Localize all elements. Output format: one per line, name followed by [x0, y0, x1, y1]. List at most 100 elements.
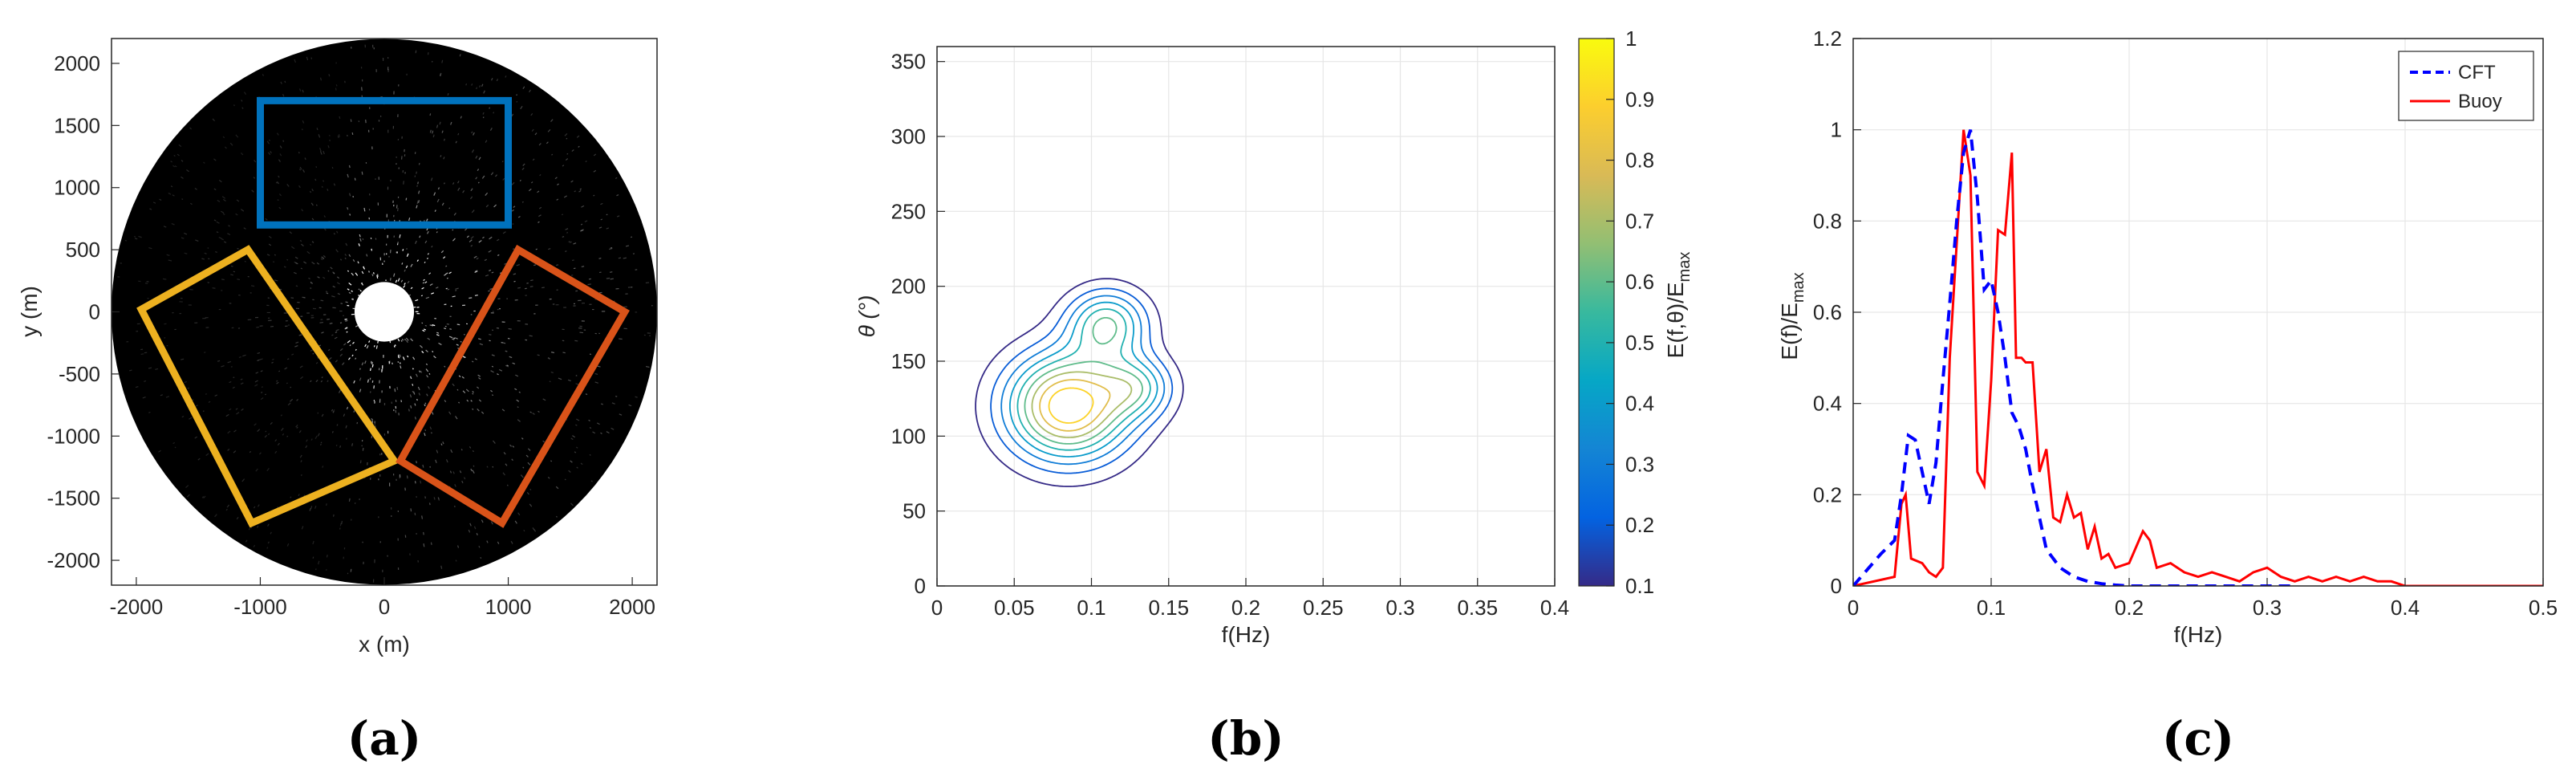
speckle-mark [470, 244, 473, 247]
speckle-mark [184, 380, 188, 384]
speckle-mark [144, 380, 147, 382]
speckle-mark [598, 257, 602, 259]
speckle-mark [359, 377, 362, 381]
speckle-mark [446, 277, 448, 279]
speckle-mark [155, 368, 159, 370]
speckle-mark [257, 359, 262, 361]
speckle-mark [314, 435, 318, 439]
panel-c-x-tick-label: 0 [1848, 596, 1859, 620]
speckle-mark [515, 374, 519, 377]
speckle-mark [463, 356, 466, 359]
speckle-mark [347, 340, 351, 344]
panel-c-y-tick-label: 1 [1831, 118, 1842, 142]
speckle-mark [542, 287, 545, 289]
speckle-mark [240, 378, 243, 380]
speckle-mark [323, 150, 325, 155]
speckle-mark [226, 504, 230, 508]
panel-b-label: (b) [1207, 711, 1284, 766]
speckle-mark [474, 271, 478, 274]
speckle-mark [426, 393, 428, 397]
speckle-mark [176, 153, 180, 157]
speckle-mark [300, 474, 302, 476]
speckle-mark [267, 433, 270, 436]
speckle-mark [334, 336, 338, 340]
speckle-mark [532, 527, 535, 531]
speckle-mark [197, 458, 201, 461]
speckle-mark [423, 328, 427, 331]
speckle-mark [371, 361, 373, 365]
speckle-mark [359, 290, 362, 292]
panel-b-x-tick-label: 0.3 [1385, 596, 1414, 620]
speckle-mark [236, 516, 239, 520]
contour-level-0.1 [975, 278, 1184, 487]
speckle-mark [201, 496, 205, 498]
speckle-mark [597, 365, 601, 368]
speckle-mark [229, 380, 232, 384]
speckle-mark [299, 365, 303, 368]
colorbar-tick-label: 0.3 [1625, 452, 1654, 476]
speckle-mark [311, 189, 314, 192]
speckle-mark [174, 446, 176, 449]
speckle-mark [546, 141, 549, 144]
speckle-mark [522, 466, 525, 469]
panel-c-ylabel-sub: max [1790, 272, 1807, 303]
speckle-mark [619, 338, 623, 340]
series-cft-line [1853, 129, 2295, 586]
speckle-mark [214, 514, 217, 518]
speckle-mark [502, 231, 506, 234]
speckle-mark [323, 215, 326, 218]
speckle-mark [563, 195, 568, 198]
panel-a-x-tick-label: 1000 [485, 595, 532, 619]
speckle-mark [425, 363, 428, 366]
speckle-mark [406, 253, 409, 257]
speckle-mark [270, 151, 272, 154]
speckle-mark [521, 167, 525, 170]
speckle-mark [181, 198, 184, 201]
speckle-mark [339, 353, 343, 357]
speckle-mark [404, 283, 406, 286]
speckle-mark [317, 276, 320, 279]
speckle-mark [260, 358, 263, 360]
speckle-mark [415, 299, 419, 302]
speckle-mark [268, 139, 270, 141]
speckle-mark [564, 133, 568, 136]
speckle-mark [397, 338, 400, 342]
speckle-mark [339, 523, 342, 527]
speckle-mark [359, 460, 362, 464]
speckle-mark [241, 408, 244, 411]
speckle-mark [325, 291, 328, 293]
speckle-mark [181, 160, 184, 162]
speckle-mark [551, 153, 554, 156]
panel-a-y-tick-label: -1000 [47, 424, 101, 448]
speckle-mark [170, 185, 173, 188]
speckle-mark [489, 236, 493, 240]
speckle-mark [436, 449, 439, 454]
speckle-mark [475, 155, 478, 159]
panel-b-x-tick-label: 0.4 [1540, 596, 1569, 620]
speckle-mark [514, 388, 517, 391]
speckle-mark [538, 206, 542, 209]
speckle-mark [241, 100, 243, 102]
speckle-mark [513, 248, 515, 250]
speckle-mark [470, 236, 474, 239]
speckle-mark [181, 358, 185, 360]
speckle-mark [449, 470, 452, 474]
speckle-mark [601, 403, 603, 405]
panel-b-y-tick-label: 100 [891, 424, 926, 448]
speckle-mark [254, 380, 258, 383]
speckle-mark [306, 250, 310, 254]
speckle-mark [509, 356, 513, 359]
speckle-mark [205, 453, 209, 457]
speckle-mark [510, 540, 513, 544]
speckle-mark [291, 353, 294, 356]
speckle-mark [538, 143, 542, 146]
speckle-mark [528, 188, 532, 192]
speckle-mark [427, 230, 429, 234]
speckle-mark [140, 353, 144, 356]
speckle-mark [461, 376, 464, 379]
speckle-mark [348, 282, 352, 286]
speckle-mark [556, 198, 559, 201]
speckle-mark [432, 351, 434, 353]
speckle-mark [430, 177, 433, 181]
speckle-mark [557, 183, 559, 185]
